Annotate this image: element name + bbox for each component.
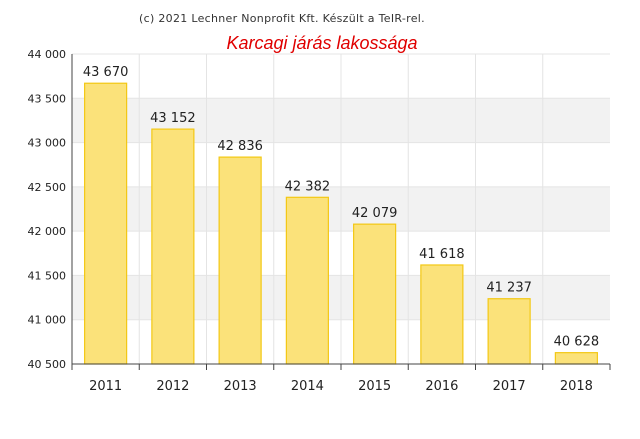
data-label: 40 628	[554, 335, 600, 350]
data-labels: 43 670 43 152 42 836 42 382 42 079 41 618 41 2…	[83, 65, 599, 349]
bar	[487, 298, 531, 365]
y-tick-label: 40 500	[28, 358, 67, 371]
x-tick-label: 2013	[224, 379, 257, 394]
bar	[420, 264, 464, 365]
copyright-credit-text: (c) 2021 Lechner Nonprofit Kft. Készült …	[139, 12, 425, 25]
data-label: 43 152	[150, 111, 196, 126]
x-tick-label: 2014	[291, 379, 324, 394]
y-tick-label: 42 000	[28, 225, 67, 238]
data-label: 43 670	[83, 65, 129, 80]
bar	[84, 82, 128, 365]
x-axis-ticks: 2011 2012 2013 2014 2015 2016 2017 2018	[89, 379, 593, 394]
data-label: 42 079	[352, 206, 398, 221]
axes	[71, 54, 611, 370]
x-tick-label: 2012	[156, 379, 189, 394]
y-tick-label: 43 000	[28, 137, 67, 150]
x-tick-label: 2011	[89, 379, 122, 394]
x-tick-label: 2018	[560, 379, 593, 394]
y-tick-label: 44 000	[28, 48, 67, 61]
y-tick-label: 42 500	[28, 181, 67, 194]
bar	[353, 223, 397, 365]
copyright-credit: (c) 2021 Lechner Nonprofit Kft. Készült …	[0, 12, 640, 25]
y-tick-label: 41 000	[28, 314, 67, 327]
x-tick-label: 2017	[493, 379, 526, 394]
y-axis-ticks: 40 500 41 000 41 500 42 000 42 500 43 000 43 5…	[28, 48, 67, 371]
data-label: 42 836	[217, 139, 263, 154]
chart-title-text: Karcagi járás lakossága	[226, 33, 418, 53]
bar	[151, 128, 195, 365]
data-label: 41 618	[419, 247, 465, 262]
bar	[554, 352, 598, 365]
y-tick-label: 43 500	[28, 92, 67, 105]
bar	[218, 156, 262, 365]
bars	[84, 82, 598, 365]
x-tick-label: 2015	[358, 379, 391, 394]
y-tick-label: 41 500	[28, 269, 67, 282]
data-label: 41 237	[486, 281, 532, 296]
bar	[285, 196, 329, 365]
data-label: 42 382	[285, 179, 331, 194]
chart-title: Karcagi járás lakossága	[0, 33, 640, 54]
x-tick-label: 2016	[425, 379, 458, 394]
